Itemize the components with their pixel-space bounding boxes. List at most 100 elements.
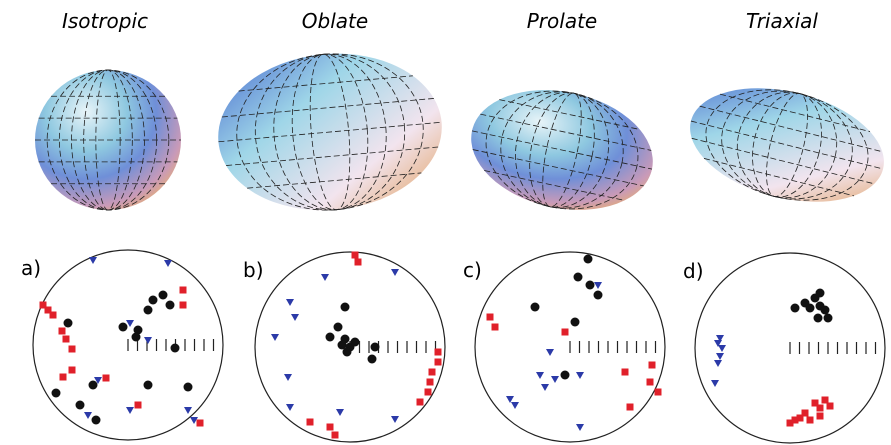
figure: IsotropicOblateProlateTriaxial a)b)c)d) [0,0,891,445]
blue-point [506,396,514,403]
red-point [50,312,57,319]
blue-point [546,349,554,356]
black-point [64,319,73,328]
blue-point [716,353,724,360]
blue-point [126,407,134,414]
blue-point [286,299,294,306]
ellipsoid [212,45,449,220]
blue-point [576,372,584,379]
red-point [817,405,824,412]
panel-title: Prolate [527,9,597,33]
blue-point [286,404,294,411]
red-point [332,432,339,439]
blue-point [541,384,549,391]
red-point [355,259,362,266]
red-point [435,349,442,356]
red-point [103,375,110,382]
red-point [197,420,204,427]
red-point [180,302,187,309]
blue-point [271,334,279,341]
blue-point [536,372,544,379]
red-point [647,379,654,386]
black-point [159,291,168,300]
black-point [334,323,343,332]
blue-point [718,345,726,352]
blue-point [184,407,192,414]
black-point [184,383,193,392]
black-point [816,289,825,298]
red-point [429,369,436,376]
blue-point [391,416,399,423]
blue-point [594,282,602,289]
black-point [814,314,823,323]
blue-point [284,374,292,381]
red-point [427,379,434,386]
red-point [417,399,424,406]
black-point [561,371,570,380]
red-point [492,324,499,331]
black-point [119,323,128,332]
red-point [792,417,799,424]
black-point [821,306,830,315]
black-point [166,301,175,310]
black-point [149,296,158,305]
black-point [144,381,153,390]
red-point [425,389,432,396]
ellipsoid [35,70,181,210]
blue-point [144,337,152,344]
red-point [822,397,829,404]
panel-title: Oblate [302,9,368,33]
red-point [802,410,809,417]
black-point [89,381,98,390]
red-point [627,404,634,411]
blue-point [711,380,719,387]
black-point [171,344,180,353]
panel-title: Triaxial [746,9,818,33]
blue-point [551,376,559,383]
blue-point [291,314,299,321]
black-point [806,304,815,313]
red-point [135,402,142,409]
blue-point [321,274,329,281]
blue-point [84,412,92,419]
panel-label: a) [21,256,41,280]
black-point [341,303,350,312]
red-point [487,314,494,321]
blue-point [511,402,519,409]
black-point [76,401,85,410]
red-point [69,367,76,374]
black-point [584,255,593,264]
black-point [351,338,360,347]
ellipsoid [678,70,891,221]
blue-point [89,257,97,264]
black-point [343,348,352,357]
black-point [824,314,833,323]
ellipsoids [35,45,891,226]
red-point [63,336,70,343]
panel-label: c) [463,258,482,282]
black-point [52,389,61,398]
black-point [791,304,800,313]
red-point [807,417,814,424]
blue-point [164,260,172,267]
black-point [574,273,583,282]
red-point [435,359,442,366]
ellipsoid [460,74,664,226]
black-point [132,333,141,342]
red-point [622,369,629,376]
black-point [92,416,101,425]
blue-point [391,269,399,276]
panel-label: b) [243,258,264,282]
black-point [586,281,595,290]
red-point [352,252,359,259]
red-point [69,346,76,353]
red-point [827,403,834,410]
panel-title: Isotropic [62,9,148,33]
black-point [144,306,153,315]
red-point [327,424,334,431]
black-point [326,333,335,342]
red-point [180,287,187,294]
black-point [531,303,540,312]
red-point [655,389,662,396]
blue-point [576,424,584,431]
